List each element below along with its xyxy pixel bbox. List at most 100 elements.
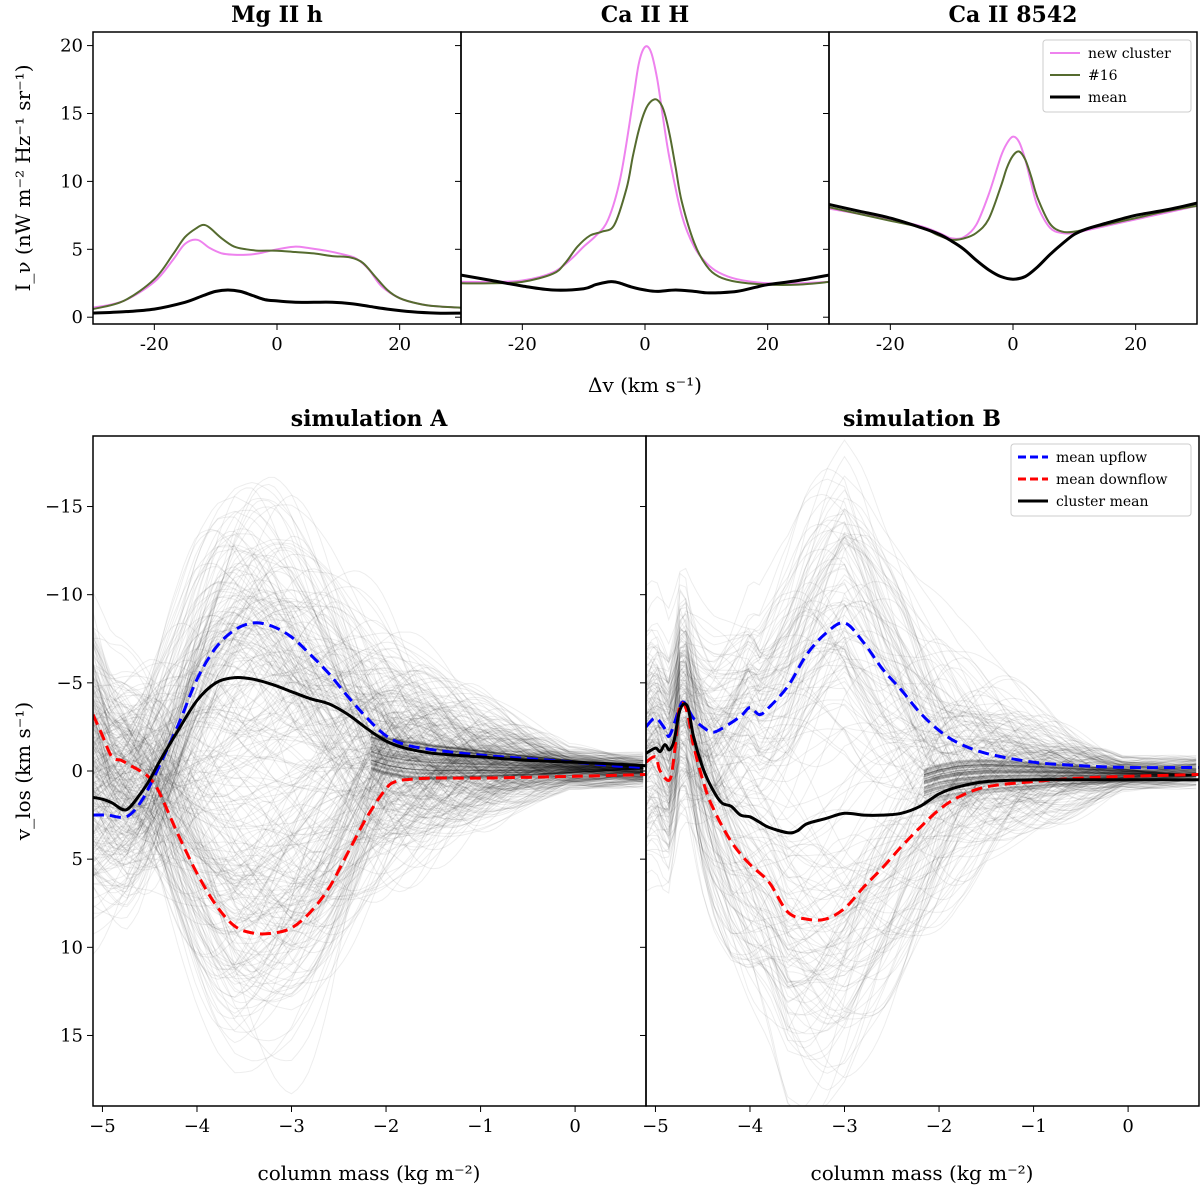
profile-trace	[93, 698, 644, 955]
profile-cloud	[93, 476, 644, 1095]
profile-trace	[646, 650, 1197, 1043]
profile-trace	[93, 568, 644, 835]
profile-trace	[93, 553, 644, 856]
series-line-new-cluster	[829, 135, 1197, 240]
profile-trace	[93, 589, 644, 832]
profile-trace	[93, 716, 644, 917]
y-tick-label: 10	[60, 171, 83, 192]
profile-trace	[646, 660, 1197, 843]
profile-trace-core	[923, 765, 1197, 778]
profile-trace	[646, 636, 1197, 783]
y-tick-label: 15	[60, 1025, 83, 1046]
y-tick-label: −15	[45, 497, 83, 518]
profile-trace-core	[923, 759, 1197, 776]
profile-trace	[646, 606, 1197, 810]
profile-trace	[646, 755, 1197, 928]
profile-trace	[93, 751, 644, 994]
profile-trace	[93, 697, 644, 934]
profile-trace	[93, 566, 644, 906]
profile-trace	[646, 688, 1197, 1011]
profile-trace	[93, 707, 644, 1044]
profile-trace	[93, 755, 644, 827]
profile-trace	[646, 563, 1197, 772]
profile-trace	[646, 741, 1197, 1035]
profile-trace	[646, 739, 1197, 984]
profile-trace	[93, 700, 644, 947]
profile-trace-core	[370, 748, 644, 769]
profile-trace	[646, 682, 1197, 944]
profile-trace	[93, 684, 644, 893]
profile-trace	[93, 627, 644, 926]
profile-trace-core	[923, 769, 1197, 782]
profile-trace	[93, 598, 644, 856]
profile-trace-core	[923, 758, 1197, 776]
profile-trace	[93, 643, 644, 909]
profile-trace	[93, 573, 644, 920]
profile-trace	[93, 664, 644, 835]
profile-trace	[646, 649, 1197, 879]
profile-trace	[93, 630, 644, 1042]
profile-trace	[93, 569, 644, 849]
profile-trace	[646, 669, 1197, 868]
profile-trace	[646, 676, 1197, 829]
profile-trace	[93, 707, 644, 977]
profile-trace	[93, 631, 644, 771]
profile-trace	[93, 707, 644, 1017]
profile-trace	[646, 671, 1197, 778]
profile-trace	[93, 736, 644, 1062]
profile-trace	[646, 513, 1197, 766]
profile-trace	[646, 650, 1197, 786]
legend-bottom: mean upflow mean downflow cluster mean	[1010, 443, 1192, 517]
profile-trace	[646, 666, 1197, 783]
profile-trace	[93, 748, 644, 879]
profile-trace	[93, 771, 644, 966]
profile-trace	[646, 686, 1197, 946]
profile-trace	[93, 528, 644, 850]
profile-trace	[93, 723, 644, 951]
series-line-16	[93, 223, 461, 311]
profile-trace	[93, 721, 644, 876]
profile-trace	[646, 618, 1197, 1106]
profile-trace	[646, 523, 1197, 809]
profile-trace	[93, 711, 644, 843]
profile-trace	[646, 666, 1197, 895]
profile-trace	[646, 753, 1197, 990]
y-tick-label: 5	[72, 849, 83, 870]
profile-trace	[646, 730, 1197, 904]
profile-trace	[93, 666, 644, 977]
profile-trace	[93, 689, 644, 1002]
profile-trace	[93, 632, 644, 816]
profile-trace	[646, 692, 1197, 770]
profile-trace	[646, 681, 1197, 777]
profile-trace	[93, 673, 644, 861]
series-line-new-cluster	[461, 45, 829, 285]
profile-trace	[93, 730, 644, 1004]
y-tick-label: 15	[60, 103, 83, 124]
profile-trace	[93, 703, 644, 922]
x-tick-label: −2	[926, 1116, 953, 1137]
profile-trace	[646, 751, 1197, 954]
y-tick-label: 0	[72, 307, 83, 328]
profile-trace	[646, 716, 1197, 1061]
profile-trace	[93, 664, 644, 1011]
profile-trace	[646, 533, 1197, 805]
profile-trace-core	[923, 766, 1197, 778]
profile-trace	[93, 553, 644, 793]
profile-trace	[646, 664, 1197, 984]
profile-trace-core	[370, 754, 644, 769]
profile-trace	[646, 697, 1197, 839]
profile-trace	[646, 691, 1197, 1025]
profile-trace-core	[370, 750, 644, 769]
profile-trace	[93, 647, 644, 836]
profile-trace	[93, 761, 644, 873]
profile-trace-core	[370, 751, 644, 769]
profile-trace	[93, 689, 644, 922]
profile-trace	[93, 544, 644, 906]
profile-trace	[646, 497, 1197, 805]
profile-trace	[93, 704, 644, 881]
profile-trace	[646, 583, 1197, 808]
profile-trace-core	[370, 763, 644, 776]
profile-trace	[93, 635, 644, 801]
profile-trace	[93, 770, 644, 873]
